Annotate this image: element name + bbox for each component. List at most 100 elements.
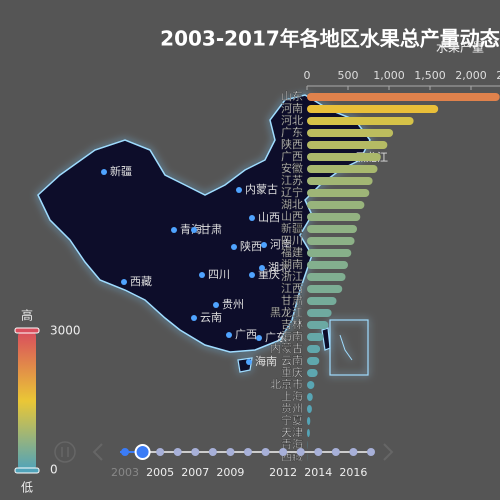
map-label: 河南 [270, 238, 292, 251]
visual-map-handle[interactable] [14, 467, 40, 474]
timeline-point[interactable] [314, 448, 323, 456]
timeline-label: 2009 [216, 466, 244, 479]
x-tick-label: 2,500 [496, 69, 500, 82]
y-tick-label: 甘肃 [281, 294, 303, 307]
map-point [191, 227, 197, 233]
y-tick-label: 黑龙江 [270, 306, 303, 319]
visual-map-handle[interactable] [14, 327, 40, 334]
timeline-point[interactable] [121, 448, 129, 456]
timeline-controls [54, 441, 394, 463]
timeline-label: 2007 [181, 466, 209, 479]
visual-map-min: 0 [50, 463, 58, 477]
timeline-label: 2014 [304, 466, 332, 479]
y-tick-label: 山东 [281, 90, 303, 103]
y-tick-label: 新疆 [281, 221, 303, 235]
y-tick-label: 宁夏 [281, 413, 303, 427]
map-label: 海南 [255, 354, 277, 368]
y-tick-label: 北京市 [270, 377, 303, 391]
bar [307, 129, 394, 137]
map-point [213, 302, 219, 308]
map-point [249, 215, 255, 221]
y-tick-label: 四川 [281, 234, 303, 247]
y-tick-label: 海南 [281, 329, 303, 343]
map-point [101, 169, 107, 175]
y-tick-label: 安徽 [281, 161, 303, 175]
map-label: 甘肃 [200, 223, 222, 236]
timeline-point[interactable] [296, 448, 305, 456]
map-label: 西藏 [130, 275, 152, 288]
bar [307, 429, 310, 437]
timeline-point[interactable] [173, 448, 182, 456]
timeline-point[interactable] [134, 444, 151, 460]
y-tick-label: 山西 [281, 210, 303, 223]
map-point [246, 359, 252, 365]
map-point [256, 335, 262, 341]
map-label: 内蒙古 [245, 182, 278, 196]
map-point [226, 332, 232, 338]
timeline-point[interactable] [156, 448, 165, 456]
y-tick-label: 吉林 [281, 317, 303, 331]
timeline-point[interactable] [261, 448, 270, 456]
timeline-point[interactable] [208, 448, 217, 456]
y-tick-label: 浙江 [281, 270, 303, 283]
bar [307, 333, 324, 341]
bar [307, 141, 388, 149]
map-label: 四川 [208, 268, 230, 281]
map-point [259, 265, 265, 271]
x-axis-label: 水果产量 [436, 41, 484, 55]
map-point [171, 227, 177, 233]
timeline-label: 2016 [339, 466, 367, 479]
bar [307, 225, 358, 233]
y-tick-label: 天津 [281, 426, 303, 439]
y-tick-label: 内蒙古 [270, 341, 303, 355]
chart-title: 2003-2017年各地区水果总产量动态 [160, 27, 500, 51]
y-tick-label: 广西 [281, 150, 303, 163]
timeline-point[interactable] [226, 448, 235, 456]
visual-map-high: 高 [21, 308, 33, 323]
timeline-point[interactable] [367, 448, 375, 456]
timeline-label: 2005 [146, 466, 174, 479]
x-tick-label: 0 [304, 69, 311, 82]
bar [307, 357, 320, 365]
play-button[interactable] [54, 441, 76, 463]
bar [307, 165, 378, 173]
visual-map-max: 3000 [50, 324, 81, 338]
map-point [236, 187, 242, 193]
bar [307, 105, 439, 113]
timeline-point[interactable] [191, 448, 200, 456]
prev-button[interactable] [92, 443, 103, 461]
map-label: 广西 [235, 328, 257, 341]
bar [307, 405, 312, 413]
bar [307, 321, 329, 329]
next-button[interactable] [383, 443, 394, 461]
map-point [249, 272, 255, 278]
bar [307, 117, 414, 125]
y-tick-label: 广东 [281, 126, 303, 139]
timeline-point[interactable] [244, 448, 252, 456]
x-tick-label: 1,000 [373, 69, 405, 82]
y-tick-label: 河南 [281, 102, 303, 115]
bar [307, 393, 313, 401]
y-tick-label: 青海 [281, 437, 303, 451]
timeline-point[interactable] [331, 448, 340, 456]
y-tick-label: 上海 [281, 389, 303, 403]
y-tick-label: 辽宁 [281, 185, 303, 199]
timeline-point[interactable] [279, 448, 288, 456]
map-label: 陕西 [240, 239, 262, 253]
x-tick-label: 1,500 [414, 69, 446, 82]
visual-map-low: 低 [21, 481, 33, 495]
y-tick-label: 湖南 [281, 258, 303, 271]
bar [307, 213, 361, 221]
y-tick-label: 湖北 [281, 198, 303, 211]
y-tick-label: 河北 [281, 114, 303, 127]
bar [307, 273, 346, 281]
play-icon [61, 447, 69, 457]
timeline-point[interactable] [349, 448, 358, 456]
map-point [199, 272, 205, 278]
map-point [121, 279, 127, 285]
map-label: 青海 [180, 222, 202, 236]
x-tick-label: 500 [338, 69, 359, 82]
y-tick-label: 重庆 [281, 365, 303, 379]
map-point [191, 315, 197, 321]
